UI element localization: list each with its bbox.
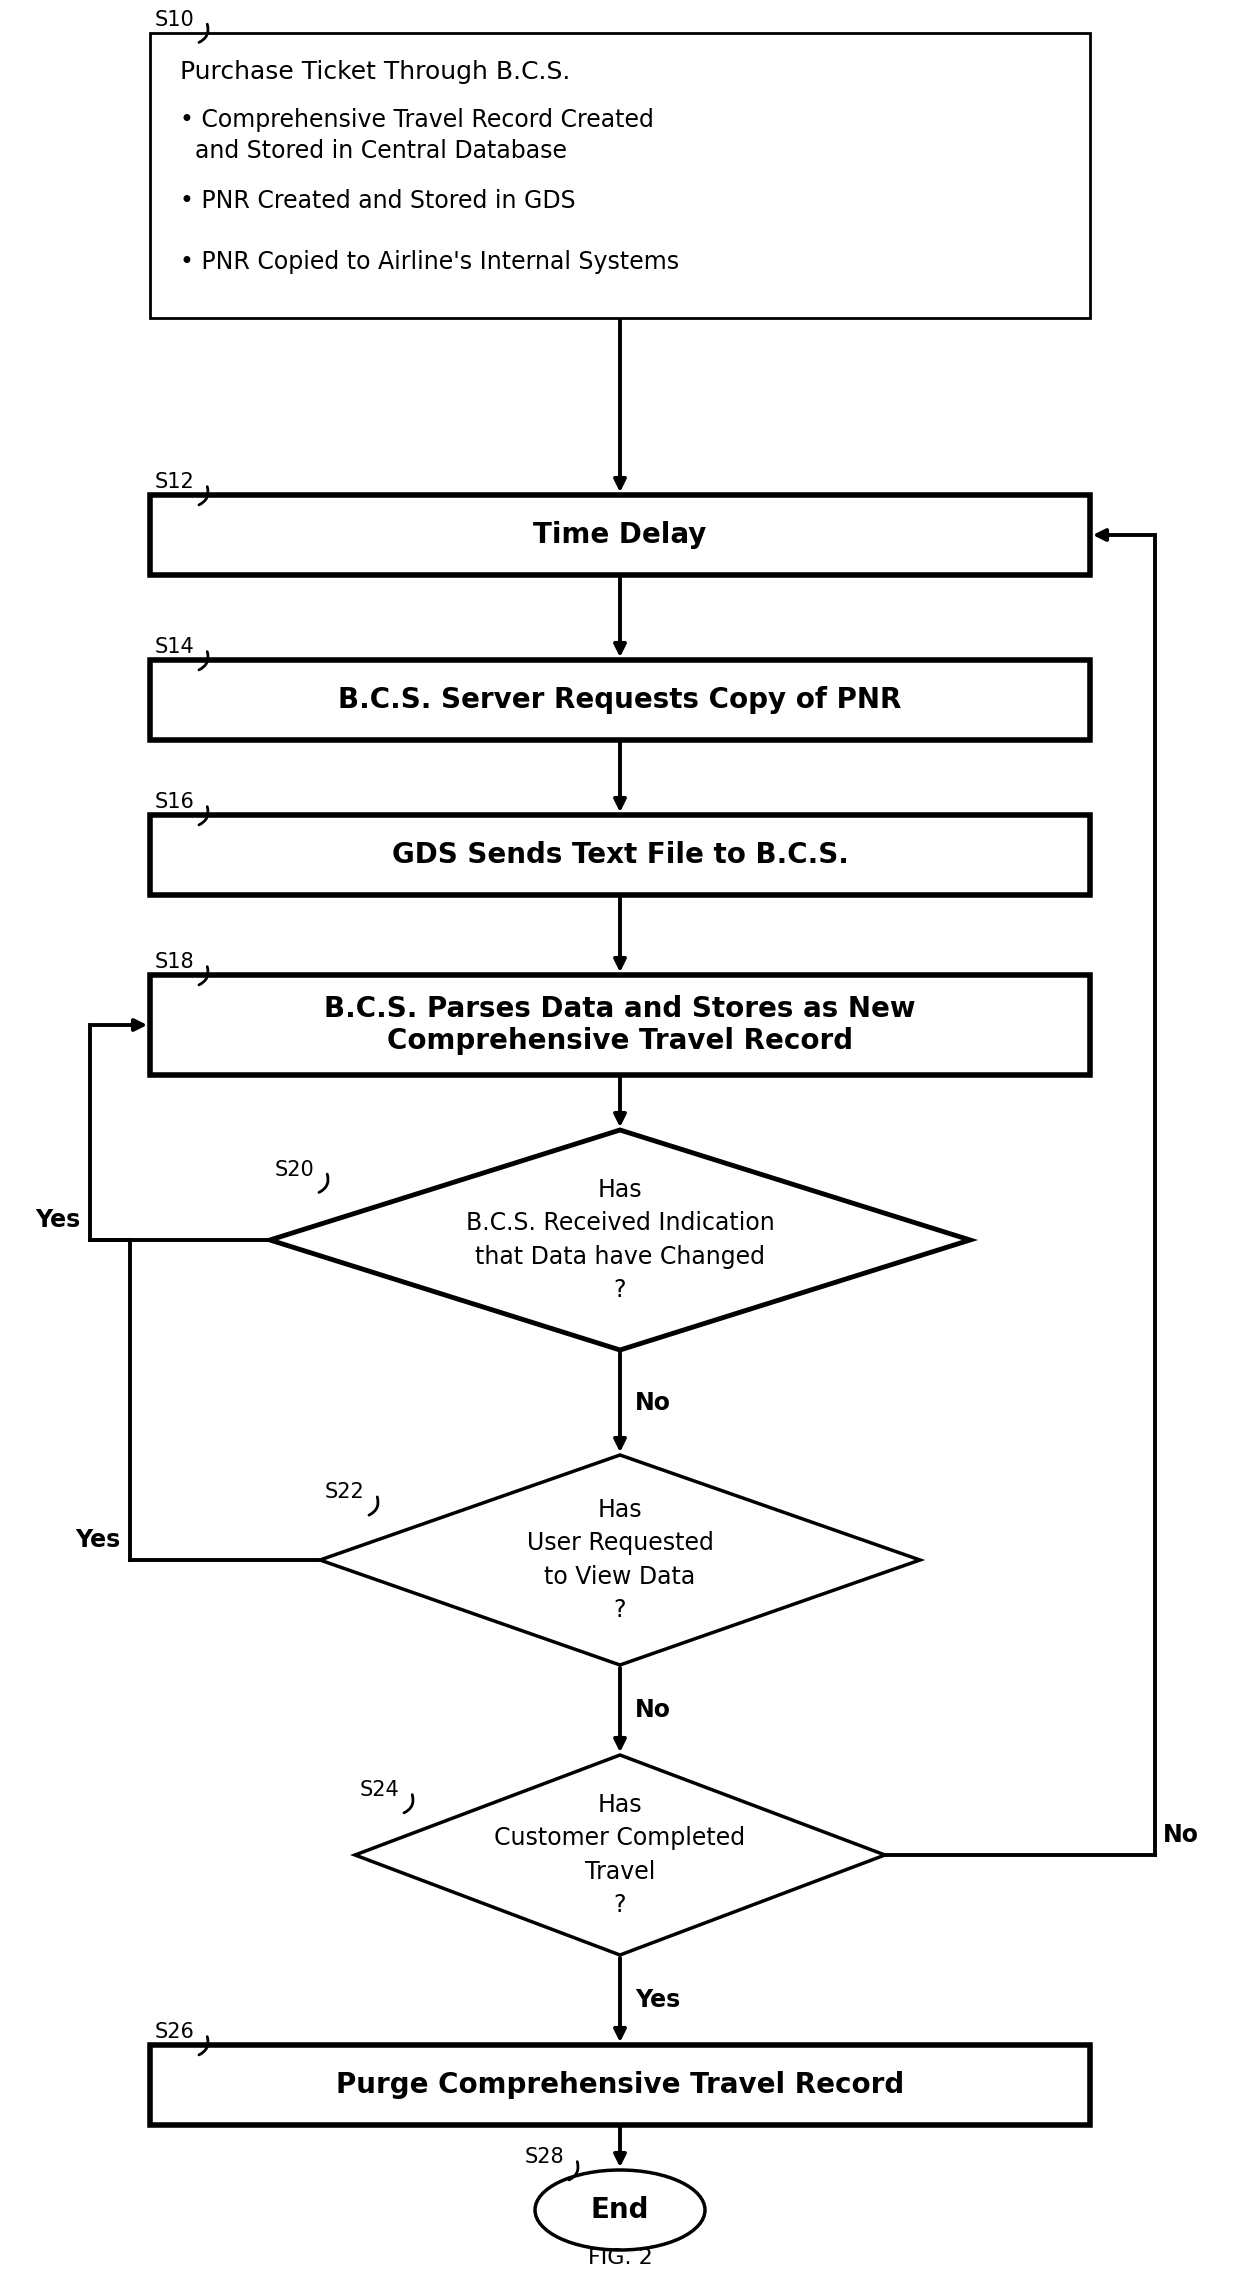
Text: Has
Customer Completed
Travel
?: Has Customer Completed Travel ? [495,1794,745,1917]
Text: Has
B.C.S. Received Indication
that Data have Changed
?: Has B.C.S. Received Indication that Data… [466,1178,774,1302]
Text: S16: S16 [155,792,195,812]
Bar [150,32,1090,318]
Text: • Comprehensive Travel Record Created
  and Stored in Central Database: • Comprehensive Travel Record Created an… [180,108,653,162]
Text: S10: S10 [155,9,195,30]
Bar [150,2045,1090,2126]
Text: S26: S26 [155,2023,195,2041]
Text: No: No [635,1698,671,1723]
Text: B.C.S. Parses Data and Stores as New
Comprehensive Travel Record: B.C.S. Parses Data and Stores as New Com… [324,995,916,1055]
Text: • PNR Created and Stored in GDS: • PNR Created and Stored in GDS [180,190,575,213]
Text: S22: S22 [325,1483,365,1503]
Text: S14: S14 [155,636,195,657]
Polygon shape [355,1755,885,1954]
Text: FIG. 2: FIG. 2 [588,2249,652,2267]
Text: Purchase Ticket Through B.C.S.: Purchase Ticket Through B.C.S. [180,59,570,85]
Ellipse shape [534,2169,706,2249]
Bar [150,975,1090,1075]
Text: S12: S12 [155,471,195,492]
Text: End: End [590,2196,650,2224]
Text: Time Delay: Time Delay [533,522,707,549]
Text: Yes: Yes [74,1528,120,1551]
Bar [150,494,1090,574]
Bar [150,659,1090,739]
Text: S28: S28 [525,2146,564,2167]
Text: No: No [635,1391,671,1414]
Text: GDS Sends Text File to B.C.S.: GDS Sends Text File to B.C.S. [392,842,848,869]
Text: S20: S20 [275,1160,315,1181]
Text: S24: S24 [360,1780,399,1801]
Text: Has
User Requested
to View Data
?: Has User Requested to View Data ? [527,1499,713,1622]
Text: Yes: Yes [635,1988,681,2011]
Text: • PNR Copied to Airline's Internal Systems: • PNR Copied to Airline's Internal Syste… [180,249,680,275]
Polygon shape [270,1130,970,1350]
Text: No: No [1163,1824,1199,1846]
Text: Yes: Yes [35,1208,81,1231]
Polygon shape [320,1455,920,1666]
Text: S18: S18 [155,952,195,972]
Text: Purge Comprehensive Travel Record: Purge Comprehensive Travel Record [336,2071,904,2098]
Text: B.C.S. Server Requests Copy of PNR: B.C.S. Server Requests Copy of PNR [339,686,901,714]
Bar [150,815,1090,895]
